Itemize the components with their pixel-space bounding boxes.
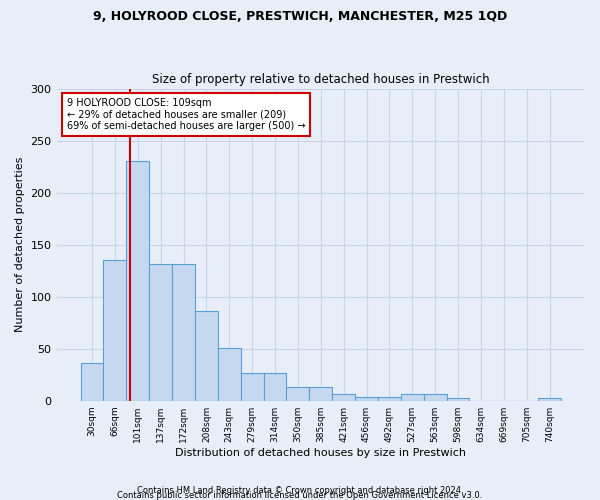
Bar — [80, 363, 103, 401]
Bar — [103, 260, 127, 400]
Bar — [127, 162, 149, 400]
Bar — [446, 398, 469, 400]
Text: Contains HM Land Registry data © Crown copyright and database right 2024.: Contains HM Land Registry data © Crown c… — [137, 486, 463, 495]
Bar — [195, 311, 218, 400]
Bar — [355, 396, 378, 400]
Bar — [149, 264, 172, 400]
Title: Size of property relative to detached houses in Prestwich: Size of property relative to detached ho… — [152, 73, 490, 86]
X-axis label: Distribution of detached houses by size in Prestwich: Distribution of detached houses by size … — [175, 448, 466, 458]
Bar — [286, 387, 310, 400]
Bar — [172, 264, 195, 400]
Y-axis label: Number of detached properties: Number of detached properties — [15, 157, 25, 332]
Bar — [538, 398, 561, 400]
Bar — [241, 372, 263, 400]
Text: Contains public sector information licensed under the Open Government Licence v3: Contains public sector information licen… — [118, 490, 482, 500]
Text: 9, HOLYROOD CLOSE, PRESTWICH, MANCHESTER, M25 1QD: 9, HOLYROOD CLOSE, PRESTWICH, MANCHESTER… — [93, 10, 507, 23]
Bar — [424, 394, 446, 400]
Text: 9 HOLYROOD CLOSE: 109sqm
← 29% of detached houses are smaller (209)
69% of semi-: 9 HOLYROOD CLOSE: 109sqm ← 29% of detach… — [67, 98, 305, 131]
Bar — [378, 396, 401, 400]
Bar — [401, 394, 424, 400]
Bar — [332, 394, 355, 400]
Bar — [218, 348, 241, 401]
Bar — [263, 372, 286, 400]
Bar — [310, 387, 332, 400]
